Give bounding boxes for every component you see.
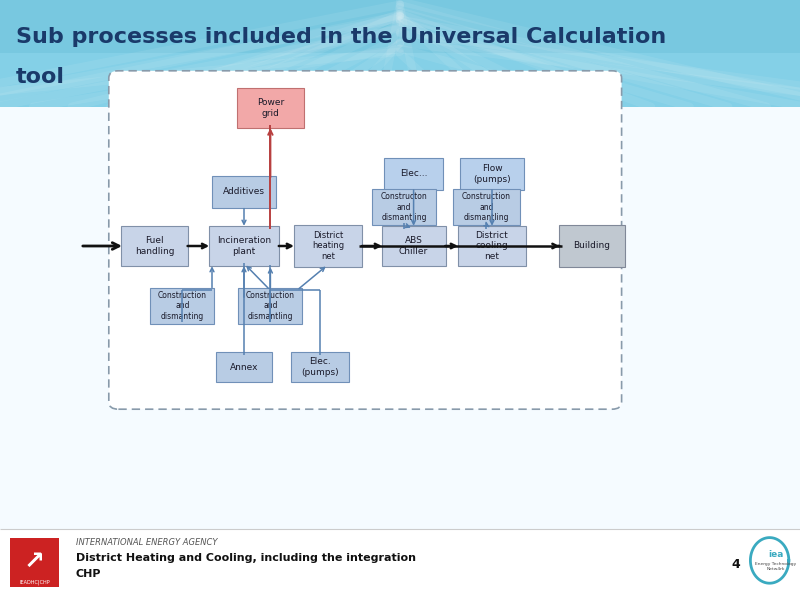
FancyBboxPatch shape (209, 226, 279, 266)
Text: Energy Technology
Netw4rk: Energy Technology Netw4rk (755, 562, 797, 571)
FancyBboxPatch shape (385, 158, 443, 190)
Text: Building: Building (574, 241, 610, 251)
Text: District
cooling
net: District cooling net (476, 231, 508, 261)
Text: Flow
(pumps): Flow (pumps) (473, 164, 511, 184)
FancyBboxPatch shape (150, 288, 214, 324)
Text: District
heating
net: District heating net (312, 231, 344, 261)
FancyBboxPatch shape (0, 0, 800, 107)
Text: Incineration
plant: Incineration plant (217, 236, 271, 256)
Text: Fuel
handling: Fuel handling (134, 236, 174, 256)
Text: District Heating and Cooling, including the integration: District Heating and Cooling, including … (76, 553, 416, 563)
FancyBboxPatch shape (458, 226, 526, 266)
Text: Additives: Additives (223, 187, 265, 196)
Text: Construction
and
dismantling: Construction and dismantling (462, 192, 511, 222)
Text: Elec.
(pumps): Elec. (pumps) (301, 358, 339, 377)
FancyBboxPatch shape (238, 288, 302, 324)
FancyBboxPatch shape (453, 189, 520, 225)
FancyBboxPatch shape (212, 176, 276, 208)
Text: INTERNATIONAL ENERGY AGENCY: INTERNATIONAL ENERGY AGENCY (76, 538, 218, 547)
Text: IEADHC|CHP: IEADHC|CHP (19, 579, 50, 585)
FancyBboxPatch shape (294, 225, 362, 267)
Text: Annex: Annex (230, 362, 258, 371)
FancyBboxPatch shape (291, 352, 350, 382)
FancyBboxPatch shape (109, 71, 622, 409)
Text: ABS
Chiller: ABS Chiller (399, 236, 428, 256)
Text: Elec...: Elec... (400, 169, 427, 179)
Text: Sub processes included in the Universal Calculation: Sub processes included in the Universal … (16, 28, 666, 47)
Text: 4: 4 (732, 557, 740, 571)
FancyBboxPatch shape (238, 88, 304, 128)
FancyBboxPatch shape (382, 226, 446, 266)
Text: Construction
and
dismantling: Construction and dismantling (246, 291, 295, 321)
Text: CHP: CHP (76, 569, 102, 578)
FancyBboxPatch shape (0, 53, 800, 107)
FancyBboxPatch shape (460, 158, 524, 190)
FancyBboxPatch shape (10, 538, 59, 587)
Text: iea: iea (768, 550, 784, 559)
Text: Constructon
and
dismantling: Constructon and dismantling (381, 192, 427, 222)
Text: Construction
and
dismanting: Construction and dismanting (158, 291, 207, 321)
FancyBboxPatch shape (216, 352, 272, 382)
Text: Power
grid: Power grid (257, 98, 284, 118)
FancyBboxPatch shape (122, 226, 187, 266)
FancyBboxPatch shape (0, 107, 800, 529)
FancyBboxPatch shape (372, 189, 436, 225)
Text: tool: tool (16, 67, 65, 87)
Text: ↗: ↗ (24, 550, 45, 574)
FancyBboxPatch shape (558, 225, 626, 267)
